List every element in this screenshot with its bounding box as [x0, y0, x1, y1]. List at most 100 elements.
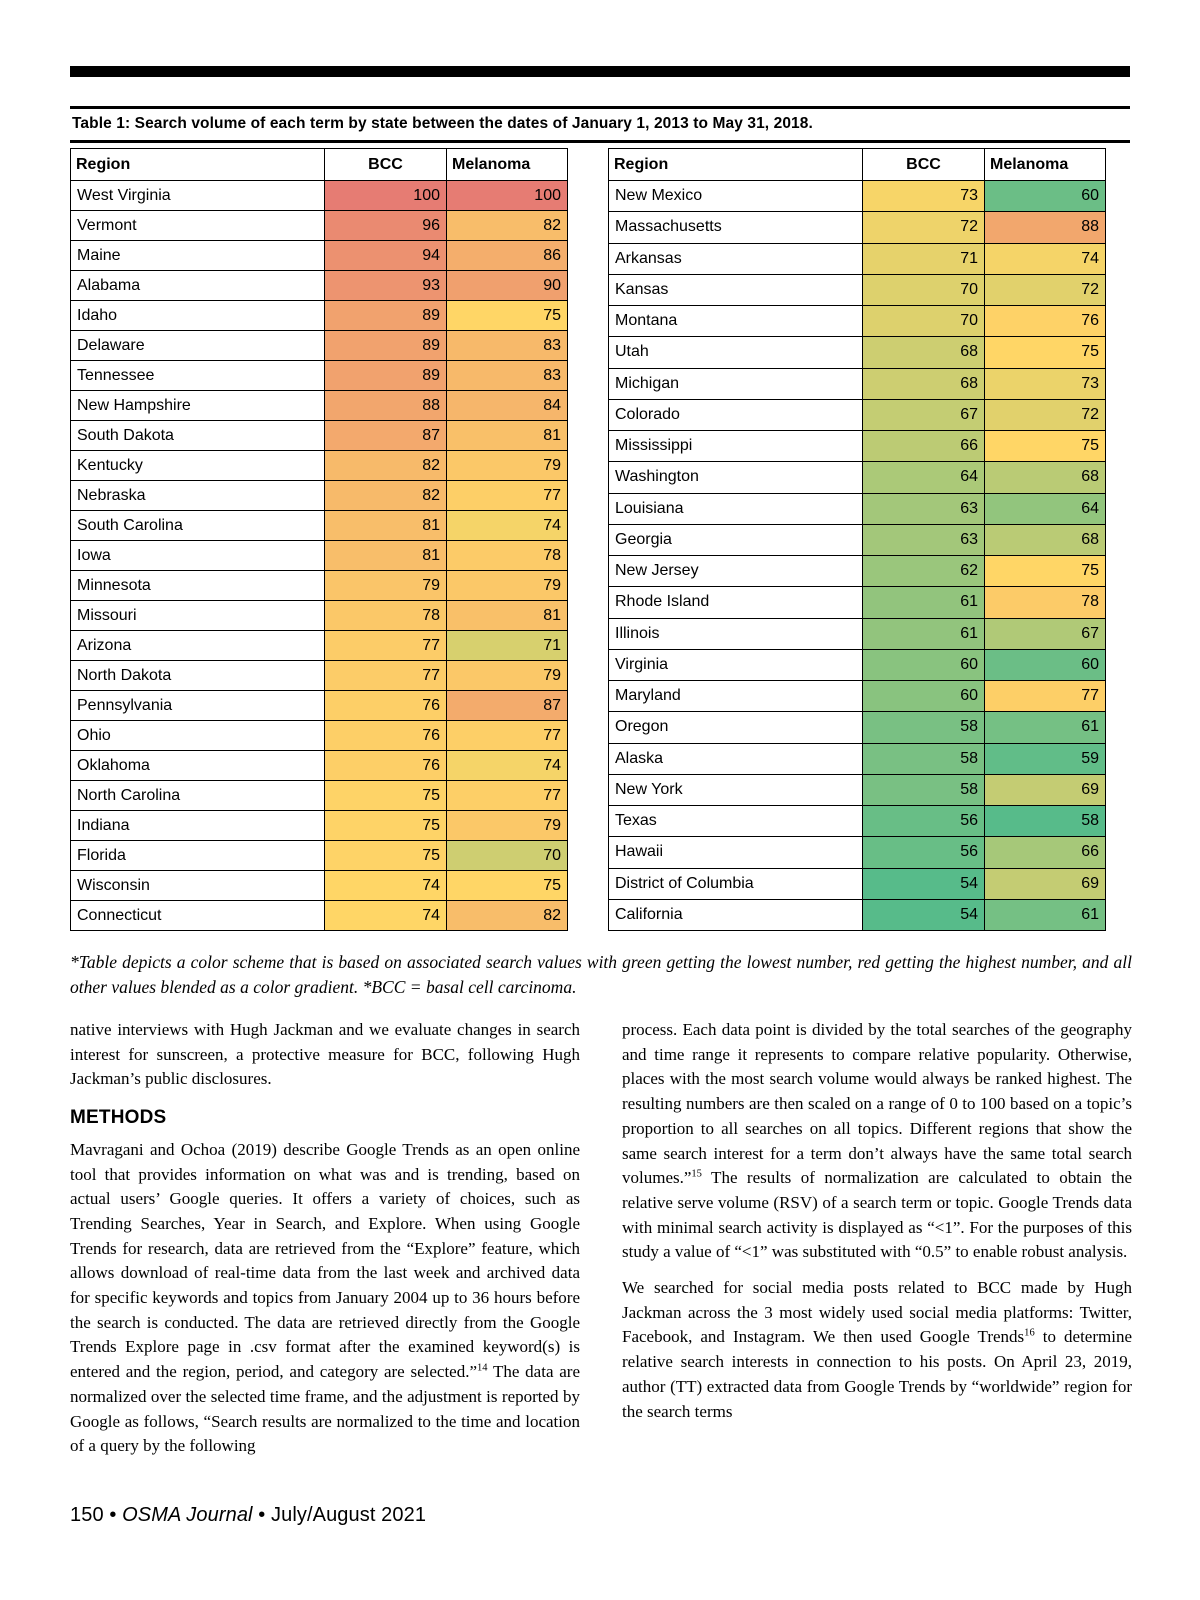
table-row: Massachusetts 72 88: [608, 211, 1106, 244]
region-cell: Oregon: [608, 711, 863, 744]
table-caption-block: Table 1: Search volume of each term by s…: [70, 106, 1130, 143]
bcc-value-cell: 66: [862, 429, 985, 463]
region-cell: Wisconsin: [70, 870, 325, 901]
bcc-value-cell: 100: [324, 180, 447, 211]
table-row: Vermont 96 82: [70, 210, 568, 241]
table-row: Indiana 75 79: [70, 810, 568, 841]
bcc-value-cell: 68: [862, 336, 985, 369]
melanoma-value-cell: 59: [984, 742, 1106, 775]
table-row: Washington 64 68: [608, 461, 1106, 494]
melanoma-value-cell: 72: [984, 398, 1106, 432]
body-paragraph: native interviews with Hugh Jackman and …: [70, 1020, 580, 1089]
region-cell: New Jersey: [608, 554, 863, 588]
region-cell: Washington: [608, 461, 863, 494]
bcc-value-cell: 58: [862, 711, 985, 744]
body-paragraph: process. Each data point is divided by t…: [622, 1020, 1132, 1262]
bcc-value-cell: 94: [324, 240, 447, 271]
melanoma-column-header: Melanoma: [446, 148, 568, 181]
bcc-value-cell: 64: [862, 461, 985, 494]
table-row: District of Columbia 54 69: [608, 867, 1106, 900]
table-row: Maine 94 86: [70, 240, 568, 271]
body-paragraph: Mavragani and Ochoa (2019) describe Goog…: [70, 1139, 580, 1456]
bcc-value-cell: 79: [324, 570, 447, 601]
melanoma-value-cell: 75: [446, 300, 568, 331]
table-row: Louisiana 63 64: [608, 492, 1106, 525]
body-text-columns: native interviews with Hugh Jackman and …: [70, 1018, 1132, 1459]
table-row: Idaho 89 75: [70, 300, 568, 331]
table-row: Montana 70 76: [608, 304, 1106, 338]
bcc-value-cell: 54: [862, 898, 985, 932]
table-row: Texas 56 58: [608, 804, 1106, 838]
bcc-value-cell: 96: [324, 210, 447, 241]
melanoma-value-cell: 69: [984, 773, 1106, 807]
region-cell: Alabama: [70, 270, 325, 301]
melanoma-value-cell: 79: [446, 570, 568, 601]
bcc-value-cell: 87: [324, 420, 447, 451]
melanoma-value-cell: 74: [984, 242, 1106, 275]
bcc-value-cell: 61: [862, 586, 985, 619]
region-cell: Nebraska: [70, 480, 325, 511]
body-right-column: process. Each data point is divided by t…: [622, 1018, 1132, 1459]
bcc-value-cell: 76: [324, 690, 447, 721]
table-row: Colorado 67 72: [608, 398, 1106, 432]
melanoma-value-cell: 60: [984, 179, 1106, 213]
melanoma-value-cell: 78: [446, 540, 568, 571]
table-row: California 54 61: [608, 898, 1106, 932]
table-row: Nebraska 82 77: [70, 480, 568, 511]
bcc-value-cell: 81: [324, 510, 447, 541]
region-cell: Minnesota: [70, 570, 325, 601]
bcc-value-cell: 82: [324, 480, 447, 511]
table-row: Connecticut 74 82: [70, 900, 568, 931]
region-column-header: Region: [70, 148, 325, 181]
region-cell: South Dakota: [70, 420, 325, 451]
melanoma-value-cell: 76: [984, 304, 1106, 338]
region-cell: Florida: [70, 840, 325, 871]
table-row: Tennessee 89 83: [70, 360, 568, 391]
table-row: Mississippi 66 75: [608, 429, 1106, 463]
melanoma-value-cell: 81: [446, 420, 568, 451]
bcc-value-cell: 78: [324, 600, 447, 631]
table-row: Hawaii 56 66: [608, 836, 1106, 869]
table-row: Pennsylvania 76 87: [70, 690, 568, 721]
region-cell: West Virginia: [70, 180, 325, 211]
bcc-value-cell: 60: [862, 648, 985, 682]
melanoma-value-cell: 82: [446, 210, 568, 241]
region-cell: Pennsylvania: [70, 690, 325, 721]
table-row: New Mexico 73 60: [608, 179, 1106, 213]
bcc-value-cell: 74: [324, 870, 447, 901]
region-cell: Maryland: [608, 679, 863, 713]
table-row: Arizona 77 71: [70, 630, 568, 661]
table-row: South Dakota 87 81: [70, 420, 568, 451]
bcc-value-cell: 63: [862, 492, 985, 525]
region-cell: Kansas: [608, 273, 863, 307]
melanoma-value-cell: 83: [446, 330, 568, 361]
bcc-value-cell: 75: [324, 780, 447, 811]
search-volume-tables: Region BCC Melanoma West Virginia 100 100 V…: [70, 148, 1106, 932]
bcc-value-cell: 63: [862, 523, 985, 557]
bcc-value-cell: 76: [324, 720, 447, 751]
methods-heading: METHODS: [70, 1107, 167, 1129]
melanoma-value-cell: 74: [446, 750, 568, 781]
melanoma-value-cell: 68: [984, 461, 1106, 494]
bcc-value-cell: 58: [862, 773, 985, 807]
body-left-column: native interviews with Hugh Jackman and …: [70, 1018, 580, 1459]
table-row: Kentucky 82 79: [70, 450, 568, 481]
region-cell: Virginia: [608, 648, 863, 682]
melanoma-value-cell: 87: [446, 690, 568, 721]
region-cell: Colorado: [608, 398, 863, 432]
region-cell: Louisiana: [608, 492, 863, 525]
bcc-value-cell: 93: [324, 270, 447, 301]
region-cell: Oklahoma: [70, 750, 325, 781]
region-cell: Illinois: [608, 617, 863, 650]
melanoma-value-cell: 69: [984, 867, 1106, 900]
body-paragraph: We searched for social media posts relat…: [622, 1278, 1132, 1421]
region-cell: District of Columbia: [608, 867, 863, 900]
melanoma-value-cell: 77: [446, 720, 568, 751]
bcc-value-cell: 88: [324, 390, 447, 421]
melanoma-value-cell: 78: [984, 586, 1106, 619]
bcc-value-cell: 72: [862, 211, 985, 244]
table-row: Iowa 81 78: [70, 540, 568, 571]
melanoma-value-cell: 73: [984, 367, 1106, 400]
page-footer: 150 • OSMA Journal • July/August 2021: [70, 1504, 427, 1526]
